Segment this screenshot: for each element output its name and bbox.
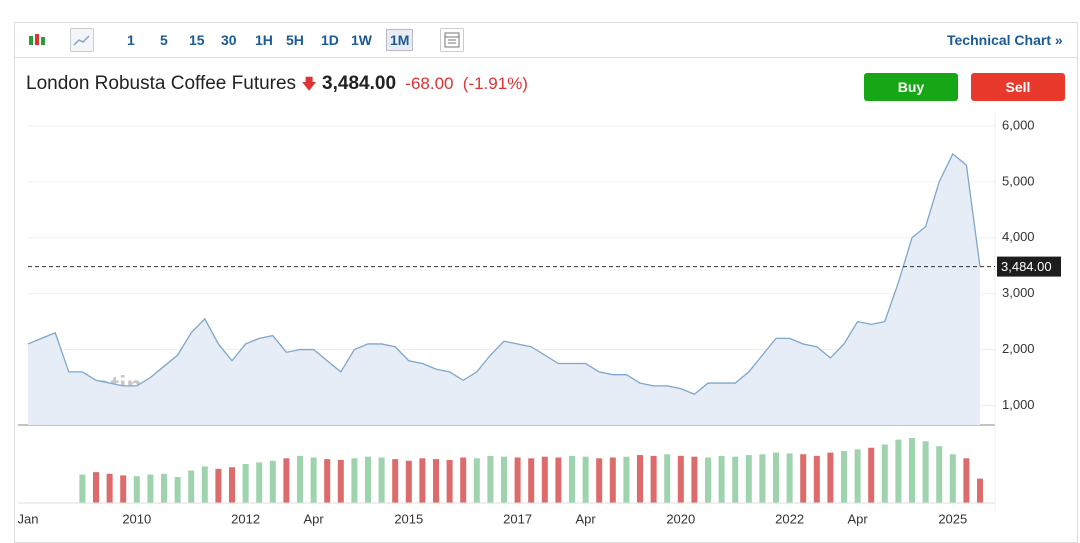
line-glyph xyxy=(73,35,90,46)
line-icon[interactable] xyxy=(70,28,94,52)
layout-glyph xyxy=(444,32,460,48)
toolbar: 1 5 15 30 1H 5H 1D 1W 1M Technical Chart » xyxy=(14,22,1078,58)
interval-button[interactable]: 1H xyxy=(255,32,273,48)
technical-chart-link[interactable]: Technical Chart » xyxy=(947,32,1063,48)
buy-button[interactable]: Buy xyxy=(864,73,958,101)
chart-card xyxy=(14,57,1078,543)
interval-button[interactable]: 1W xyxy=(351,32,372,48)
interval-button[interactable]: 5 xyxy=(160,32,168,48)
interval-button[interactable]: 1D xyxy=(321,32,339,48)
price-change: -68.00 xyxy=(405,74,454,93)
layout-icon[interactable] xyxy=(440,28,464,52)
interval-button[interactable]: 1 xyxy=(127,32,135,48)
down-arrow: 🡇 xyxy=(301,76,317,93)
instrument-title: London Robusta Coffee Futures xyxy=(26,73,297,94)
interval-button[interactable]: 1M xyxy=(386,29,414,51)
instrument-header: London Robusta Coffee Futures 🡇 3,484.00… xyxy=(26,73,528,99)
interval-button[interactable]: 5H xyxy=(286,32,304,48)
interval-button[interactable]: 30 xyxy=(221,32,237,48)
interval-button[interactable]: 15 xyxy=(189,32,205,48)
candle-icon[interactable] xyxy=(25,28,49,52)
candle-glyph xyxy=(29,34,45,45)
last-price: 3,484.00 xyxy=(322,73,397,94)
price-change-pct: (-1.91%) xyxy=(462,74,528,93)
sell-button[interactable]: Sell xyxy=(971,73,1065,101)
